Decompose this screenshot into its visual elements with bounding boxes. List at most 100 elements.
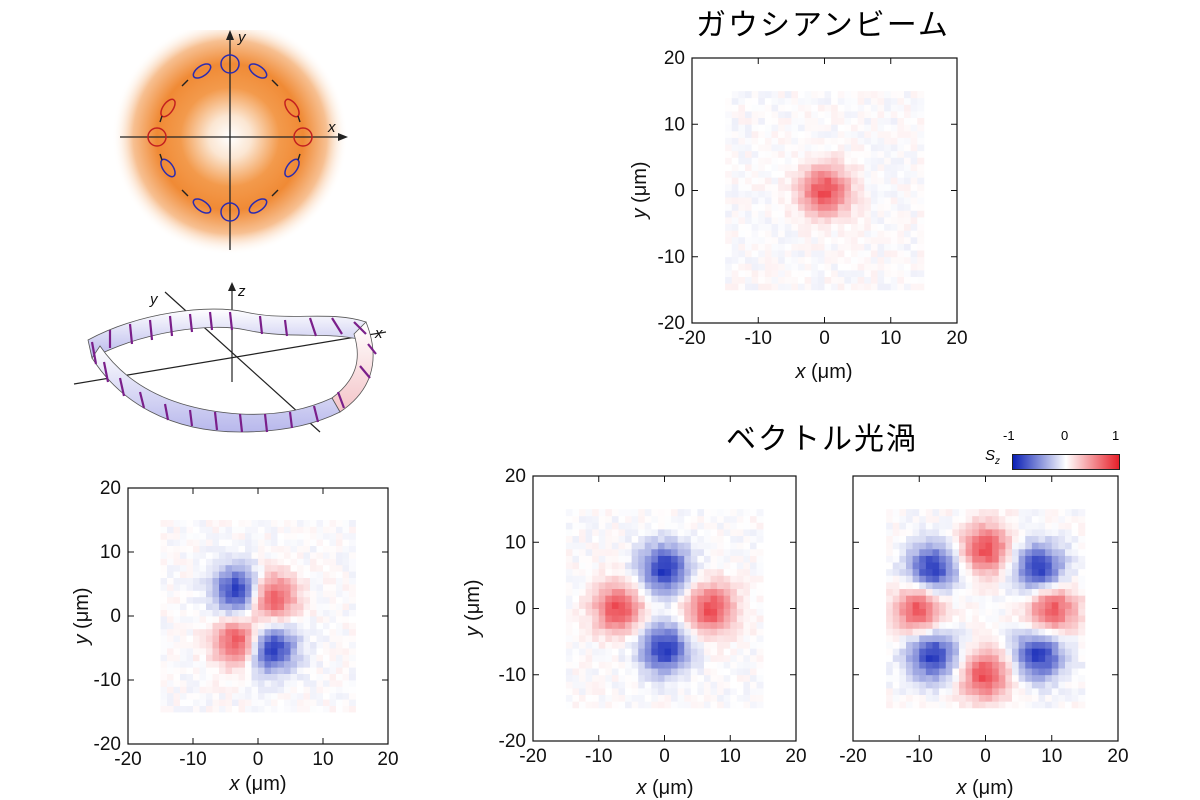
heatmap-cell xyxy=(1065,582,1073,590)
heatmap-cell xyxy=(297,558,304,566)
heatmap-cell xyxy=(572,542,580,550)
heatmap-cell xyxy=(1025,575,1033,583)
heatmap-cell xyxy=(1005,681,1013,689)
heatmap-cell xyxy=(264,699,272,706)
heatmap-cell xyxy=(877,177,885,185)
heatmap-cell xyxy=(232,603,239,610)
heatmap-cell xyxy=(671,568,679,576)
heatmap-cell xyxy=(232,520,239,527)
heatmap-cell xyxy=(644,608,652,616)
heatmap-cell xyxy=(985,562,993,570)
heatmap-cell xyxy=(904,283,912,291)
heatmap-cell xyxy=(758,190,766,198)
heatmap-cell xyxy=(925,694,933,702)
heatmap-cell xyxy=(180,648,187,655)
heatmap-cell xyxy=(225,571,233,578)
heatmap-cell xyxy=(160,667,168,674)
heatmap-cell xyxy=(972,595,980,603)
heatmap-cell xyxy=(764,190,772,198)
heatmap-cell xyxy=(1058,568,1066,576)
heatmap-cell xyxy=(193,673,200,681)
heatmap-cell xyxy=(232,673,239,681)
heatmap-cell xyxy=(884,104,892,112)
heatmap-cell xyxy=(998,681,1006,689)
heatmap-cell xyxy=(910,217,918,225)
heatmap-cell xyxy=(717,548,725,556)
heatmap-cell xyxy=(778,197,786,205)
heatmap-cell xyxy=(238,577,246,585)
heatmap-cell xyxy=(264,539,272,546)
heatmap-cell xyxy=(857,197,865,205)
heatmap-cell xyxy=(160,686,168,694)
heatmap-cell xyxy=(644,542,652,550)
heatmap-cell xyxy=(723,555,731,563)
heatmap-cell xyxy=(173,692,181,700)
heatmap-cell xyxy=(212,539,220,546)
heatmap-cell xyxy=(1025,635,1033,643)
heatmap-cell xyxy=(323,603,330,610)
heatmap-cell xyxy=(572,568,580,576)
heatmap-cell xyxy=(717,615,725,623)
heatmap-cell xyxy=(817,223,825,231)
x-tick-label: -10 xyxy=(179,749,206,770)
ring-direction-arrows xyxy=(159,79,301,197)
heatmap-cell xyxy=(697,668,705,676)
heatmap-cell xyxy=(906,555,914,563)
heatmap-cell xyxy=(329,539,337,546)
gaussian-ylabel: y (μm) xyxy=(629,161,651,220)
heatmap-cell xyxy=(824,190,832,198)
heatmap-cell xyxy=(251,603,259,610)
heatmap-cell xyxy=(336,686,343,694)
heatmap-cell xyxy=(638,575,646,583)
heatmap-cell xyxy=(925,548,933,556)
heatmap-cell xyxy=(886,608,894,616)
heatmap-cell xyxy=(764,177,772,185)
heatmap-cell xyxy=(303,692,311,700)
heatmap-cell xyxy=(972,701,980,709)
heatmap-cell xyxy=(778,177,786,185)
heatmap-cell xyxy=(651,635,659,643)
heatmap-cell xyxy=(804,91,812,99)
heatmap-cell xyxy=(336,622,343,630)
heatmap-cell xyxy=(336,692,343,700)
heatmap-cell xyxy=(625,595,633,603)
heatmap-cell xyxy=(349,526,356,534)
heatmap-cell xyxy=(738,157,746,165)
heatmap-cell xyxy=(592,615,600,623)
heatmap-cell xyxy=(290,635,298,642)
heatmap-cell xyxy=(972,562,980,570)
heatmap-cell xyxy=(238,680,246,687)
heatmap-cell xyxy=(912,628,920,636)
heatmap-cell xyxy=(824,183,832,191)
heatmap-cell xyxy=(160,641,168,649)
heatmap-cell xyxy=(743,635,751,643)
heatmap-cell xyxy=(758,210,766,218)
heatmap-cell xyxy=(1071,529,1079,537)
heatmap-cell xyxy=(723,661,731,669)
heatmap-cell xyxy=(784,144,792,152)
heatmap-cell xyxy=(671,522,679,530)
heatmap-cell xyxy=(605,522,613,530)
heatmap-cell xyxy=(284,673,291,681)
heatmap-cell xyxy=(690,654,698,662)
heatmap-cell xyxy=(697,568,705,576)
heatmap-cell xyxy=(791,137,799,145)
heatmap-cell xyxy=(730,555,738,563)
heatmap-cell xyxy=(690,568,698,576)
heatmap-cell xyxy=(811,104,819,112)
heatmap-cell xyxy=(1038,562,1046,570)
heatmap-cell xyxy=(890,223,898,231)
heatmap-cell xyxy=(1018,568,1026,576)
heatmap-cell xyxy=(886,562,894,570)
heatmap-cell xyxy=(919,661,927,669)
heatmap-cell xyxy=(1012,681,1020,689)
heatmap-cell xyxy=(173,584,181,591)
heatmap-cell xyxy=(671,588,679,596)
heatmap-cell xyxy=(837,170,845,178)
heatmap-cell xyxy=(232,654,239,662)
heatmap-cell xyxy=(310,635,317,642)
heatmap-cell xyxy=(251,558,259,566)
heatmap-cell xyxy=(910,256,918,264)
heatmap-cell xyxy=(245,603,252,610)
heatmap-cell xyxy=(965,674,973,682)
